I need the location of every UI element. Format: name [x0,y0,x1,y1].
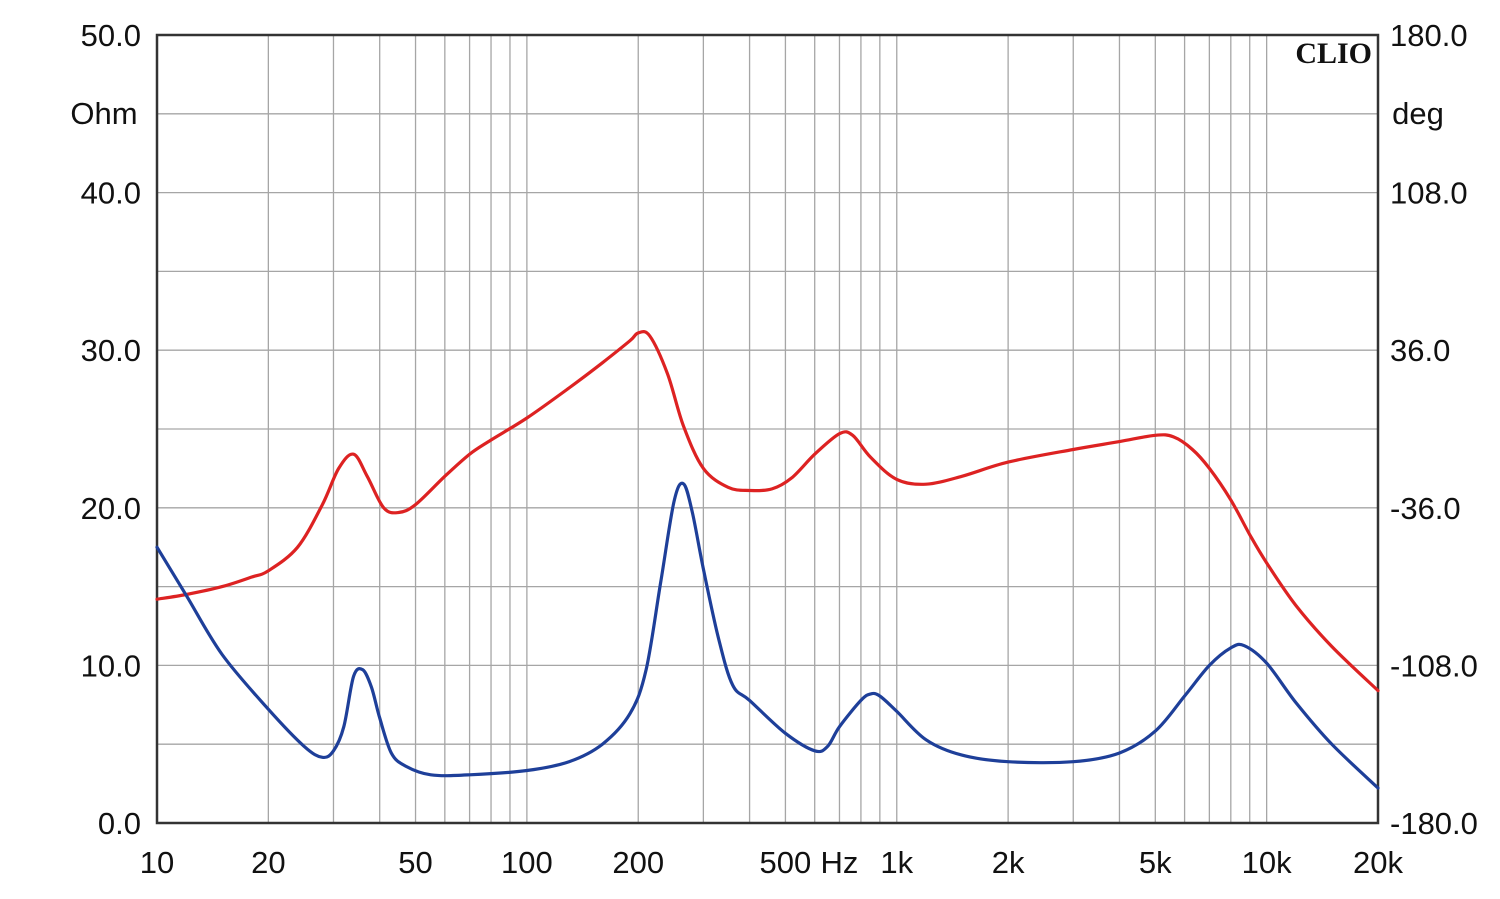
x-axis-tick-label: 20k [1353,845,1403,880]
x-axis-tick-label: 10k [1242,845,1292,880]
x-axis-tick-label: 100 [501,845,553,880]
right-axis-tick-label: 36.0 [1390,333,1450,368]
x-axis-tick-label: 20 [251,845,285,880]
right-axis-tick-label: 108.0 [1390,176,1468,211]
x-axis-tick-label: 50 [398,845,432,880]
x-axis-tick-label: 10 [140,845,174,880]
x-axis-tick-label: 5k [1139,845,1172,880]
x-axis-tick-label: 500 [760,845,812,880]
x-axis-tick-label: 1k [880,845,913,880]
left-axis-tick-label: 30.0 [81,333,141,368]
x-axis-tick-label: Hz [821,845,859,880]
x-axis-ticks: 10 20 50 100 200 500 Hz 1k 2k 5k 10k 20k [140,845,1404,880]
impedance-curve [155,330,1380,693]
x-axis-tick-label: 200 [612,845,664,880]
left-axis-tick-label: 20.0 [81,491,141,526]
left-axis-tick-label: 0.0 [98,806,141,841]
left-axis-tick-label: 50.0 [81,18,141,53]
left-axis-tick-label: 10.0 [81,648,141,683]
phase-curve [155,481,1380,790]
right-axis-tick-label: -180.0 [1390,806,1478,841]
right-axis-ticks: -180.0 -108.0 -36.0 36.0 108.0 180.0 [1390,18,1478,841]
right-axis-unit: deg [1392,96,1444,131]
x-axis-tick-label: 2k [992,845,1025,880]
right-axis-tick-label: 180.0 [1390,18,1468,53]
clio-brand-label: CLIO [1295,37,1372,70]
grid [157,35,1378,823]
left-axis-tick-label: 40.0 [81,176,141,211]
plot-frame [155,33,1380,825]
right-axis-tick-label: -108.0 [1390,648,1478,683]
right-axis-tick-label: -36.0 [1390,491,1461,526]
left-axis-unit: Ohm [70,96,137,131]
series-layer [155,330,1380,790]
left-axis-ticks: 0.0 10.0 20.0 30.0 40.0 50.0 [81,18,141,841]
